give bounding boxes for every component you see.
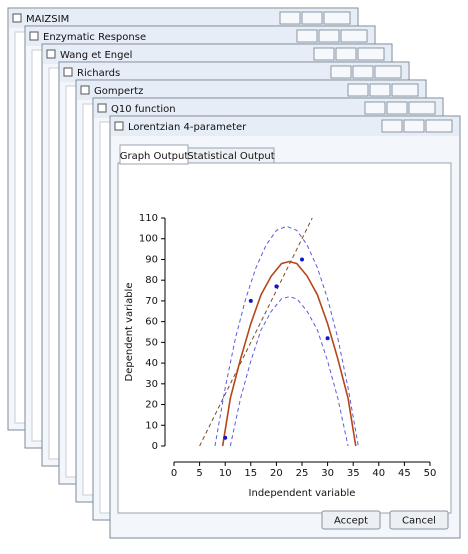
- window-icon: [12, 13, 22, 23]
- y-tick-label: 10: [145, 420, 158, 431]
- x-tick-label: 25: [296, 468, 309, 479]
- y-tick-label: 20: [145, 400, 158, 411]
- y-tick-label: 80: [145, 275, 158, 286]
- window-icon: [97, 103, 107, 113]
- window-icon: [63, 67, 73, 77]
- title-bar: [111, 117, 459, 136]
- x-tick-label: 35: [347, 468, 360, 479]
- minimize-button[interactable]: [347, 83, 369, 97]
- maximize-button[interactable]: [386, 101, 408, 115]
- y-tick-label: 110: [139, 213, 158, 224]
- y-tick-label: 100: [139, 234, 158, 245]
- x-tick-label: 0: [171, 468, 177, 479]
- close-button[interactable]: [323, 11, 351, 25]
- y-tick-label: 60: [145, 317, 158, 328]
- window-title: Lorentzian 4-parameter: [128, 122, 247, 133]
- minimize-button[interactable]: [364, 101, 386, 115]
- curve: [214, 225, 359, 447]
- data-point: [223, 435, 228, 440]
- x-axis-label: Independent variable: [249, 488, 356, 499]
- minimize-button[interactable]: [381, 119, 403, 133]
- x-tick-label: 30: [321, 468, 334, 479]
- y-tick-label: 0: [152, 441, 158, 452]
- x-tick-label: 50: [424, 468, 437, 479]
- window-title: Wang et Engel: [60, 50, 132, 61]
- tab-label[interactable]: Graph Output: [120, 151, 189, 162]
- x-tick-label: 5: [196, 468, 202, 479]
- close-button[interactable]: [408, 101, 436, 115]
- title-bar: [77, 81, 425, 100]
- maximize-button[interactable]: [301, 11, 323, 25]
- minimize-button[interactable]: [330, 65, 352, 79]
- title-bar: [43, 45, 391, 64]
- minimize-button[interactable]: [279, 11, 301, 25]
- data-point: [248, 298, 253, 303]
- maximize-button[interactable]: [403, 119, 425, 133]
- title-bar: [9, 9, 357, 28]
- curve: [221, 260, 357, 447]
- button-label[interactable]: Accept: [334, 516, 368, 527]
- window-icon: [114, 121, 124, 131]
- curve: [199, 217, 313, 447]
- title-bar: [94, 99, 442, 118]
- window-title: Gompertz: [94, 86, 143, 97]
- window-title: Richards: [77, 68, 120, 79]
- button-label[interactable]: Cancel: [402, 516, 436, 527]
- curve: [229, 296, 349, 447]
- x-tick-label: 20: [270, 468, 283, 479]
- maximize-button[interactable]: [369, 83, 391, 97]
- maximize-button[interactable]: [352, 65, 374, 79]
- close-button[interactable]: [374, 65, 402, 79]
- y-tick-label: 70: [145, 296, 158, 307]
- minimize-button[interactable]: [313, 47, 335, 61]
- window-title: Enzymatic Response: [43, 32, 146, 43]
- data-point: [325, 336, 330, 341]
- y-tick-label: 30: [145, 379, 158, 390]
- button[interactable]: [389, 510, 449, 530]
- window-icon: [80, 85, 90, 95]
- tab-label[interactable]: Statistical Output: [187, 151, 274, 162]
- maximize-button[interactable]: [318, 29, 340, 43]
- close-button[interactable]: [425, 119, 453, 133]
- title-bar: [60, 63, 408, 82]
- button[interactable]: [321, 510, 381, 530]
- maximize-button[interactable]: [335, 47, 357, 61]
- y-tick-label: 40: [145, 358, 158, 369]
- window-title: Q10 function: [111, 104, 176, 115]
- close-button[interactable]: [340, 29, 368, 43]
- y-tick-label: 50: [145, 337, 158, 348]
- minimize-button[interactable]: [296, 29, 318, 43]
- x-tick-label: 45: [398, 468, 411, 479]
- window-icon: [29, 31, 39, 41]
- x-tick-label: 10: [219, 468, 232, 479]
- tab[interactable]: [187, 147, 275, 164]
- y-tick-label: 90: [145, 254, 158, 265]
- y-axis-label: Dependent variable: [124, 283, 135, 382]
- tab-panel: [117, 162, 452, 514]
- close-button[interactable]: [391, 83, 419, 97]
- title-bar: [26, 27, 374, 46]
- x-tick-label: 15: [244, 468, 257, 479]
- window-title: MAIZSIM: [26, 14, 69, 25]
- close-button[interactable]: [357, 47, 385, 61]
- x-tick-label: 40: [372, 468, 385, 479]
- data-point: [274, 284, 279, 289]
- data-point: [300, 257, 304, 262]
- window-icon: [46, 49, 56, 59]
